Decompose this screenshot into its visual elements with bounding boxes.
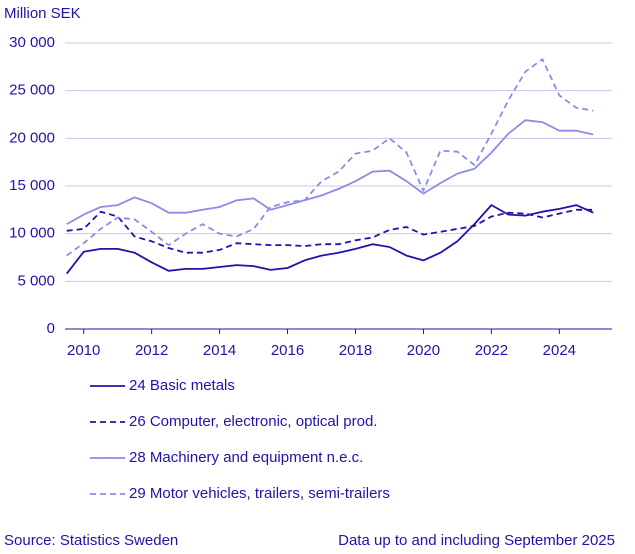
series-line — [66, 58, 594, 257]
x-tick-label: 2024 — [543, 342, 576, 359]
legend-label: 29 Motor vehicles, trailers, semi-traile… — [129, 485, 390, 502]
series-line — [66, 119, 594, 225]
y-tick-label: 5 000 — [17, 272, 55, 289]
x-tick-label: 2022 — [475, 342, 508, 359]
legend-label: 26 Computer, electronic, optical prod. — [129, 413, 377, 430]
x-tick-label: 2014 — [203, 342, 236, 359]
source: Source: Statistics Sweden — [4, 532, 178, 549]
y-tick-label: 15 000 — [9, 177, 55, 194]
y-tick-label: 25 000 — [9, 82, 55, 99]
series-line — [66, 208, 594, 254]
x-tick-label: 2012 — [135, 342, 168, 359]
x-tick-label: 2018 — [339, 342, 372, 359]
x-tick-label: 2016 — [271, 342, 304, 359]
y-tick-label: 0 — [47, 320, 55, 337]
y-tick-label: 10 000 — [9, 225, 55, 242]
series-line — [65, 204, 594, 275]
x-tick-label: 2020 — [407, 342, 440, 359]
y-axis-label: Million SEK — [4, 5, 81, 22]
legend-label: 24 Basic metals — [129, 377, 235, 394]
x-tick-label: 2010 — [67, 342, 100, 359]
y-tick-label: 20 000 — [9, 129, 55, 146]
legend-label: 28 Machinery and equipment n.e.c. — [129, 449, 363, 466]
note: Data up to and including September 2025 — [338, 532, 615, 549]
y-tick-label: 30 000 — [9, 34, 55, 51]
